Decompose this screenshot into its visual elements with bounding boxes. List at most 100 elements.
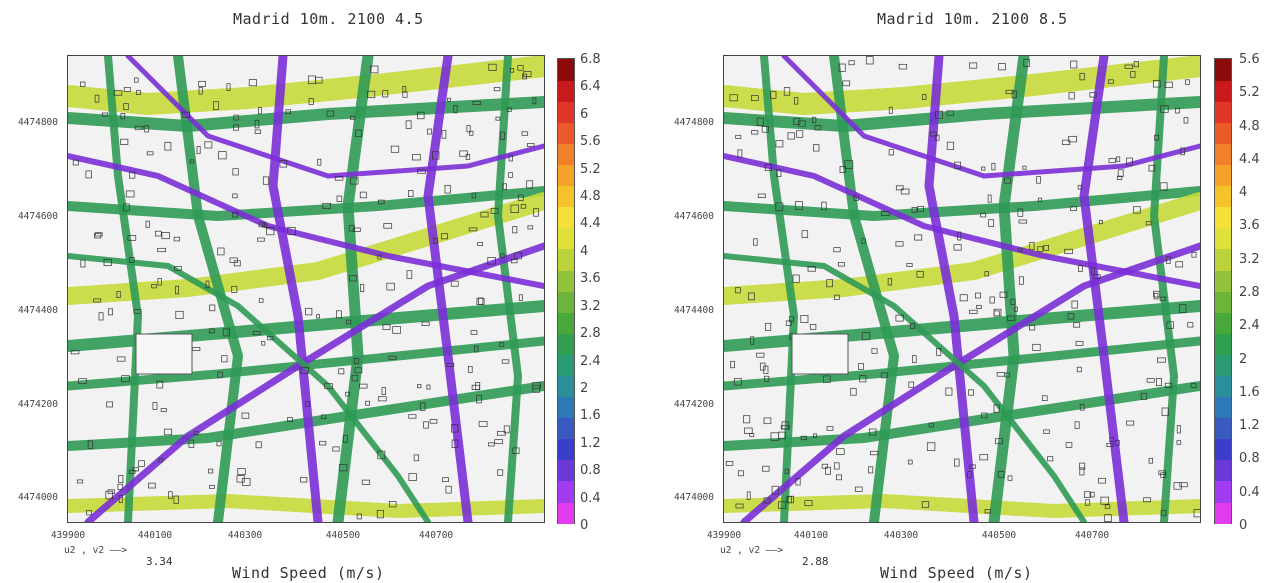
building-outline	[478, 297, 484, 305]
building-outline	[887, 278, 893, 286]
street-segment	[125, 56, 544, 179]
building-outline	[255, 441, 262, 449]
building-outline	[957, 231, 962, 241]
building-outline	[345, 391, 350, 397]
building-outline	[795, 478, 801, 486]
building-outline	[353, 358, 359, 364]
building-outline	[116, 291, 121, 298]
building-outline	[406, 270, 413, 279]
building-outline	[1179, 482, 1188, 488]
colorbar-segment	[1215, 291, 1231, 313]
building-outline	[1159, 182, 1168, 191]
building-outline	[182, 111, 190, 118]
building-outline	[735, 503, 744, 509]
building-outline	[1133, 206, 1141, 214]
building-outline	[1036, 176, 1041, 184]
building-outline	[361, 479, 371, 485]
building-outline	[1093, 274, 1101, 279]
building-outline	[980, 212, 987, 218]
building-outline	[408, 414, 417, 419]
building-outline	[120, 138, 129, 145]
building-outline	[388, 355, 397, 360]
building-outline	[232, 168, 239, 176]
building-outline	[1175, 261, 1184, 268]
colorbar-segment	[1215, 206, 1231, 229]
building-outline	[861, 238, 866, 244]
building-outline	[258, 107, 262, 115]
building-outline	[520, 204, 527, 209]
building-outline	[945, 387, 953, 396]
building-outline	[446, 97, 451, 102]
colorbar-segment	[558, 459, 574, 482]
building-outline	[764, 375, 770, 382]
colorbar-title: Wind Speed (m/s)	[232, 564, 385, 582]
building-outline	[471, 192, 476, 199]
building-outline	[813, 433, 818, 438]
colorbar-segment	[558, 333, 574, 355]
building-outline	[1158, 470, 1166, 475]
building-outline	[254, 129, 261, 134]
building-outline	[488, 442, 495, 447]
building-outline	[261, 341, 266, 346]
building-outline	[984, 271, 989, 277]
building-outline	[981, 166, 986, 171]
colorbar-segment	[558, 80, 574, 102]
building-outline	[370, 65, 379, 74]
x-tick-label: 440100	[137, 530, 173, 541]
building-outline	[217, 247, 225, 256]
building-outline	[911, 207, 918, 213]
colorbar-segment	[1215, 333, 1231, 355]
building-outline	[209, 304, 216, 312]
x-tick-label: 439900	[706, 530, 742, 541]
building-outline	[319, 440, 327, 446]
building-outline	[237, 468, 246, 475]
building-outline	[771, 485, 779, 495]
colorbar-segment	[558, 101, 574, 123]
building-outline	[472, 100, 482, 105]
building-outline	[508, 154, 513, 162]
building-outline	[285, 109, 291, 115]
colorbar-segment	[558, 375, 574, 398]
building-outline	[355, 129, 362, 137]
building-outline	[1068, 135, 1077, 143]
building-outline	[512, 447, 520, 454]
building-outline	[426, 384, 431, 390]
building-outline	[360, 283, 365, 292]
vector-key-label: u2 , v2 ——>	[64, 545, 127, 556]
street-segment	[423, 56, 473, 522]
building-outline	[134, 125, 144, 131]
building-outline	[991, 162, 996, 171]
colorbar-segment	[1215, 459, 1231, 482]
y-tick-label: 4474400	[17, 305, 58, 316]
building-outline	[796, 130, 804, 138]
colorbar-segment	[1215, 59, 1231, 81]
building-outline	[993, 404, 1000, 413]
building-outline	[770, 91, 777, 99]
building-outline	[503, 425, 510, 434]
building-outline	[377, 199, 385, 205]
building-outline	[1022, 165, 1027, 170]
building-outline	[326, 110, 335, 117]
building-outline	[1098, 477, 1106, 484]
building-outline	[759, 362, 766, 371]
colorbar-tick-label: 1.6	[580, 408, 601, 424]
building-outline	[836, 448, 845, 455]
building-outline	[969, 464, 976, 469]
building-outline	[794, 97, 799, 105]
building-outline	[408, 473, 417, 481]
building-outline	[734, 287, 741, 294]
building-outline	[346, 319, 352, 325]
street-segment	[68, 381, 544, 451]
building-outline	[208, 328, 215, 334]
building-outline	[217, 371, 223, 378]
colorbar-tick-label: 4.8	[580, 189, 601, 205]
building-outline	[392, 326, 401, 334]
building-outline	[376, 509, 384, 519]
building-outline	[390, 145, 400, 153]
building-outline	[853, 195, 859, 201]
building-outline	[500, 253, 505, 258]
building-outline	[188, 439, 195, 448]
x-tick-label: 440300	[227, 530, 263, 541]
street-segment	[724, 253, 1087, 522]
street-segment	[724, 186, 1200, 221]
